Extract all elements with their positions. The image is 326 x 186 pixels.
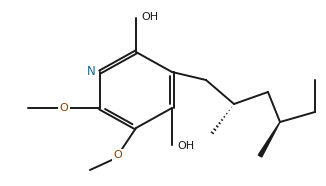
Text: O: O: [60, 103, 68, 113]
Text: OH: OH: [141, 12, 158, 22]
Text: OH: OH: [177, 141, 194, 151]
Text: O: O: [114, 150, 122, 160]
Text: N: N: [87, 65, 96, 78]
Polygon shape: [258, 122, 280, 157]
